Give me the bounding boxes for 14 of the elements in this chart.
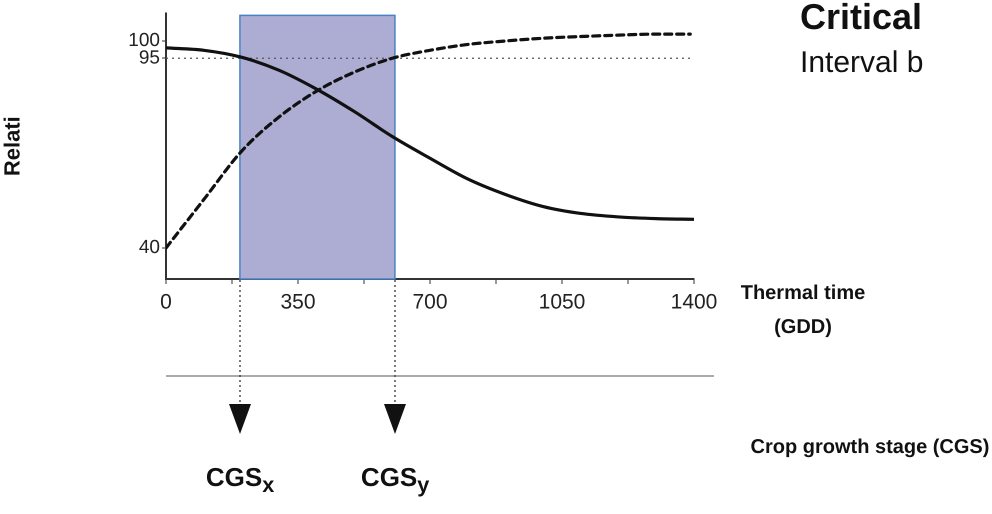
x-tick-label: 1400 bbox=[670, 290, 718, 314]
y-axis-title: Relati bbox=[0, 116, 24, 176]
text: Interval b bbox=[800, 46, 924, 80]
text: CGS$_{x}$ bbox=[206, 462, 274, 498]
line-series bbox=[166, 32, 692, 250]
text: Crop growth stage (CGS) bbox=[750, 435, 990, 460]
x-tick-label: 1050 bbox=[538, 290, 586, 314]
text: CGS$_{y}$ bbox=[360, 462, 430, 498]
x-tick-label: 0 bbox=[160, 290, 172, 314]
x-tick-label: 700 bbox=[412, 290, 448, 314]
x-axis-title: Thermal time (GDD) bbox=[740, 281, 866, 340]
text: Critical bbox=[800, 0, 922, 38]
x-tick-label: 350 bbox=[280, 290, 316, 314]
y-tick-label: 40 bbox=[138, 237, 160, 258]
